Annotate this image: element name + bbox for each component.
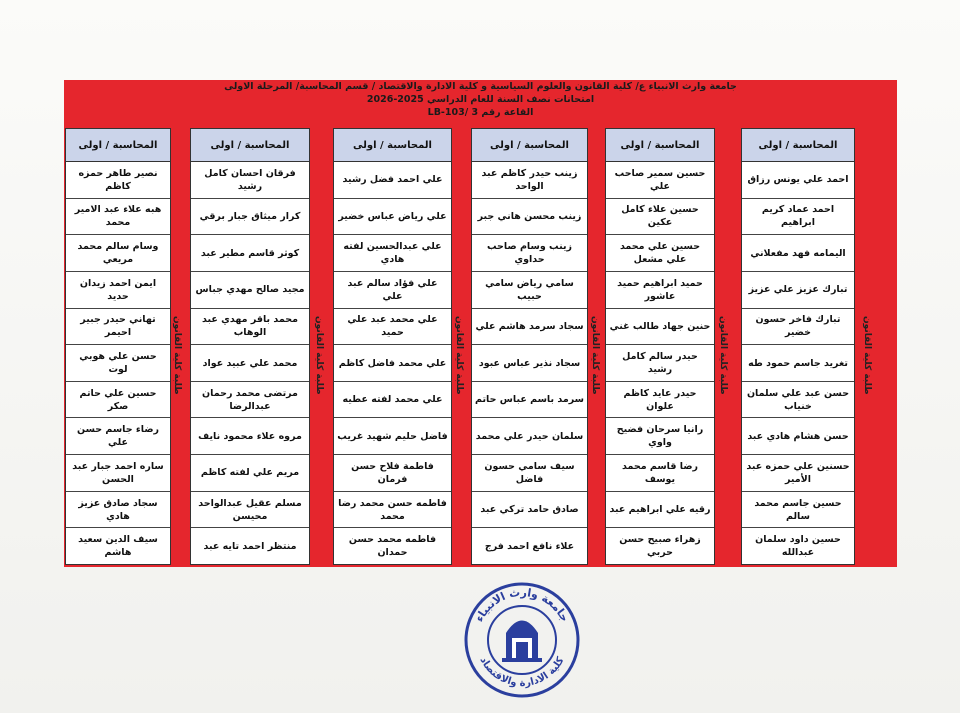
header-line-hall: القاعة رقم 3 /LB-103 — [427, 107, 534, 118]
student-name-row: هبه علاء عبد الامير محمد — [66, 199, 170, 236]
side-label-law-students: طلبة كلية القانون — [718, 315, 728, 395]
student-name-row: رضا قاسم محمد يوسف — [606, 455, 714, 492]
student-name-row: سجاد صادق عزيز هادي — [66, 492, 170, 529]
svg-text:جامعة وارث الانبياء: جامعة وارث الانبياء — [473, 586, 572, 624]
side-label-law-students: طلبة كلية القانون — [314, 315, 324, 395]
student-name-row: حسين علي حاتم صكر — [66, 382, 170, 419]
student-name-row: حسن هشام هادي عبد — [742, 418, 854, 456]
student-name-row: احمد عماد كريم ابراهيم — [742, 199, 854, 236]
student-name-row: نصير طاهر حمزه كاظم — [66, 162, 170, 199]
student-name-row: علي احمد فضل رشيد — [334, 162, 451, 199]
student-name-row: فاطمة فلاح حسن فرمان — [334, 455, 451, 492]
student-name-row: تهاني حيدر جبير احيمر — [66, 309, 170, 346]
column-header: المحاسبة / اولى — [66, 129, 170, 162]
student-name-row: مجيد صالح مهدي جباس — [191, 272, 309, 309]
student-name-row: حسين علي محمد علي مشعل — [606, 235, 714, 272]
column-header: المحاسبة / اولى — [472, 129, 587, 162]
student-name-row: سيف الدين سعيد هاشم — [78, 534, 158, 559]
student-name-row: ساره احمد جبار عبد الحسن — [66, 455, 170, 492]
student-name-row: مريم علي لفته كاظم — [191, 455, 309, 492]
student-name-row: علي محمد لفته عطيه — [334, 382, 451, 419]
student-name-row: علي فؤاد سالم عبد علي — [334, 272, 451, 309]
student-name-row: حميد ابراهيم حميد عاشور — [606, 272, 714, 309]
student-name-row: علي محمد فاضل كاظم — [334, 345, 451, 382]
student-name-row: حسن علي هوبي لوت — [66, 345, 170, 382]
student-name-row: زينب حيدر كاظم عبد الواحد — [472, 162, 587, 199]
student-name-row: منتظر احمد تايه عبد — [203, 540, 297, 552]
student-list-column: المحاسبة / اولى زينب حيدر كاظم عبد الواحد… — [471, 128, 588, 565]
student-name-row: علي عبدالحسين لفته هادي — [334, 235, 451, 272]
university-seal-icon: جامعة وارث الانبياء كلية الادارة والاقتص… — [464, 582, 580, 698]
student-name-row: حنين جهاد طالب غني — [606, 309, 714, 346]
student-name-row: زينب وسام صاحب حداوي — [472, 235, 587, 272]
student-name-row: حيدر عايد كاظم علوان — [606, 382, 714, 419]
header-line-exams: امتحانات نصف السنة للعام الدراسي 2025-20… — [366, 94, 595, 105]
student-name-row: مروه علاء محمود نايف — [191, 418, 309, 456]
student-name-row: حسين علاء كامل عكين — [606, 199, 714, 236]
student-name-row: تغريد جاسم حمود طه — [742, 345, 854, 382]
student-name-row: زهراء صبيح حسن حربي — [619, 534, 701, 559]
student-name-row: مرتضى محمد رحمان عبدالرضا — [191, 382, 309, 419]
student-list-column: المحاسبة / اولى احمد علي يونس رزاق احمد عم… — [741, 128, 855, 565]
column-header: المحاسبة / اولى — [606, 129, 714, 162]
student-list-column: المحاسبة / اولى فرقان احسان كامل رشيد كرار… — [190, 128, 310, 565]
student-name-row: علي رياض عباس خضير — [334, 199, 451, 236]
student-name-row: زينب محسن هاني جبر — [472, 199, 587, 236]
student-name-row: حسنين علي حمزه عبد الأمير — [742, 455, 854, 492]
student-name-row: سلمان حيدر علي محمد — [472, 418, 587, 456]
student-name-row: سامي رياض سامي حبيب — [472, 272, 587, 309]
student-name-row: علي محمد عبد علي حميد — [334, 309, 451, 346]
student-name-row: تبارك عزيز علي عزيز — [742, 272, 854, 309]
student-name-row: سجاد نذير عباس عبود — [472, 345, 587, 382]
student-list-column: المحاسبة / اولى حسين سمير صاحب علي حسين عل… — [605, 128, 715, 565]
student-name-row: صادق حامد تركي عبد — [472, 492, 587, 529]
student-name-row: سجاد سرمد هاشم علي — [472, 309, 587, 346]
student-name-row: حسين سمير صاحب علي — [606, 162, 714, 199]
student-name-row: مسلم عقيل عبدالواحد محيسن — [191, 492, 309, 529]
side-label-law-students: طلبة كلية القانون — [454, 315, 464, 395]
side-label-law-students: طلبة كلية القانون — [862, 315, 872, 395]
column-header: المحاسبة / اولى — [191, 129, 309, 162]
student-name-row: حيدر سالم كامل رشيد — [606, 345, 714, 382]
student-name-row: محمد علي عبيد عواد — [191, 345, 309, 382]
student-name-row: ايمن احمد زيدان حديد — [66, 272, 170, 309]
student-name-row: كوثر قاسم مطير عبد — [191, 235, 309, 272]
seal-text-top: جامعة وارث الانبياء — [473, 586, 572, 624]
student-name-row: رقيه علي ابراهيم عبد — [606, 492, 714, 529]
column-header: المحاسبة / اولى — [742, 129, 854, 162]
student-name-row: فاطمه حسن محمد رضا محمد — [334, 492, 451, 529]
side-label-law-students: طلبة كلية القانون — [590, 315, 600, 395]
student-name-row: محمد باقر مهدي عبد الوهاب — [191, 309, 309, 346]
student-list-column: المحاسبة / اولى نصير طاهر حمزه كاظم هبه عل… — [65, 128, 171, 565]
student-name-row: رضاء جاسم حسن علي — [66, 418, 170, 456]
student-name-row: اليمامه فهد مفعلاني — [742, 235, 854, 272]
student-list-column: المحاسبة / اولى علي احمد فضل رشيد علي رياض… — [333, 128, 452, 565]
student-name-row: حسن عبد علي سلمان خنياب — [742, 382, 854, 419]
student-name-row: كرار ميثاق جبار برقي — [191, 199, 309, 236]
student-name-row: احمد علي يونس رزاق — [742, 162, 854, 199]
student-name-row: علاء نافع احمد فرج — [484, 540, 575, 552]
student-name-row: سيف سامي حسون فاضل — [472, 455, 587, 492]
student-name-row: رانيا سرحان فضيح واوي — [606, 418, 714, 456]
student-name-row: سرمد باسم عباس حاتم — [472, 382, 587, 419]
document-header: جامعة وارث الانبياء ع/ كلية القانون والع… — [64, 80, 897, 119]
student-name-row: تبارك فاخر حسون خضير — [742, 309, 854, 346]
column-header: المحاسبة / اولى — [334, 129, 451, 162]
side-label-law-students: طلبة كلية القانون — [172, 315, 182, 395]
student-name-row: فاطمه محمد حسن حمدان — [348, 534, 437, 559]
student-name-row: فاضل حليم شهيد غريب — [334, 418, 451, 456]
student-name-row: حسين داود سلمان عبدالله — [755, 534, 841, 559]
header-line-university: جامعة وارث الانبياء ع/ كلية القانون والع… — [224, 81, 737, 92]
student-name-row: وسام سالم محمد مريعي — [66, 235, 170, 272]
student-name-row: حسين جاسم محمد سالم — [742, 492, 854, 529]
student-name-row: فرقان احسان كامل رشيد — [191, 162, 309, 199]
